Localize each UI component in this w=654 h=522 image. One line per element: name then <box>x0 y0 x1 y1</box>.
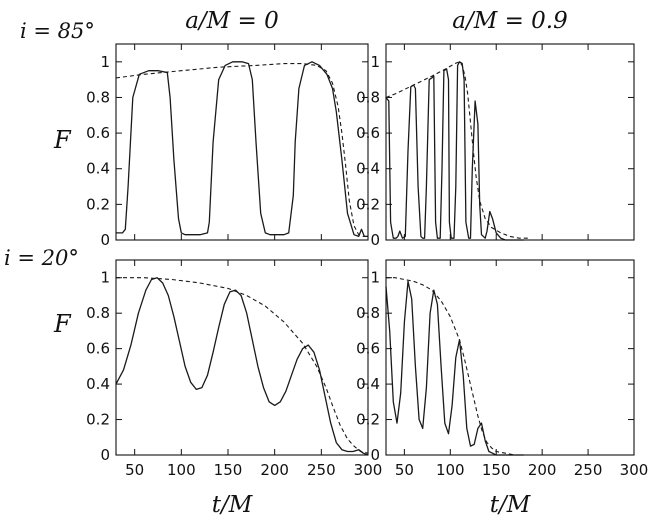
y-tick-label: 0.6 <box>356 340 380 358</box>
envelope-curve <box>116 277 369 454</box>
plot-frame <box>115 259 369 456</box>
plot-frame <box>385 259 635 456</box>
y-tick-label: 0 <box>100 231 110 249</box>
column-title-spinning: a/M = 0.9 <box>452 8 567 34</box>
envelope-curve <box>385 61 529 239</box>
y-tick-label: 1 <box>370 53 380 71</box>
y-tick-label: 1 <box>100 269 110 287</box>
x-tick-label: 50 <box>125 461 144 479</box>
y-tick-label: 0.8 <box>356 88 380 106</box>
y-tick-label: 0.8 <box>86 304 110 322</box>
panel-1: 0 0.2 0.4 0.6 0.8 1 <box>86 43 369 249</box>
y-tick-label: 0.4 <box>86 375 110 393</box>
column-title-nonspinning: a/M = 0 <box>185 8 279 34</box>
row-label-high-inclination: i = 85° <box>20 19 95 43</box>
panel-2: 0 0.2 0.4 0.6 0.8 1 <box>356 43 635 249</box>
plot-frame <box>385 43 635 241</box>
y-tick-label: 0.2 <box>86 411 110 429</box>
y-tick-label: 0 <box>100 446 110 464</box>
x-tick-label: 200 <box>528 461 557 479</box>
x-tick-label: 200 <box>260 461 289 479</box>
x-tick-label: 100 <box>167 461 196 479</box>
x-tick-label: 250 <box>307 461 336 479</box>
x-tick-label: 100 <box>436 461 465 479</box>
light-curve <box>385 61 524 241</box>
y-tick-label: 0.2 <box>356 411 380 429</box>
y-tick-label: 0.8 <box>356 304 380 322</box>
x-tick-label: 150 <box>482 461 511 479</box>
y-tick-label: 0.6 <box>356 124 380 142</box>
y-tick-label: 1 <box>370 269 380 287</box>
y-axis-label-bottom: F <box>53 310 72 338</box>
x-tick-label: 300 <box>354 461 383 479</box>
y-tick-label: 0.4 <box>86 160 110 178</box>
x-axis-label-right: t/M <box>490 492 532 518</box>
y-tick-label: 0 <box>370 446 380 464</box>
light-curve <box>116 61 368 238</box>
x-tick-label: 150 <box>214 461 243 479</box>
y-tick-label: 0.6 <box>86 124 110 142</box>
y-tick-label: 0.2 <box>356 195 380 213</box>
plot-frame <box>115 43 369 241</box>
envelope-curve <box>386 277 524 456</box>
light-curve <box>115 277 369 456</box>
light-curve <box>385 280 524 456</box>
y-tick-label: 0.8 <box>86 88 110 106</box>
y-tick-label: 0.4 <box>356 375 380 393</box>
y-tick-label: 0.2 <box>86 195 110 213</box>
row-label-low-inclination: i = 20° <box>4 246 79 270</box>
x-tick-label: 300 <box>620 461 649 479</box>
y-axis-label-top: F <box>53 126 72 154</box>
y-tick-label: 0.6 <box>86 340 110 358</box>
envelope-curve <box>115 63 368 237</box>
y-tick-label: 0 <box>370 231 380 249</box>
x-tick-label: 50 <box>395 461 414 479</box>
y-tick-label: 1 <box>100 53 110 71</box>
x-tick-label: 250 <box>574 461 603 479</box>
y-tick-label: 0.4 <box>356 160 380 178</box>
x-axis-label-left: t/M <box>212 492 254 518</box>
